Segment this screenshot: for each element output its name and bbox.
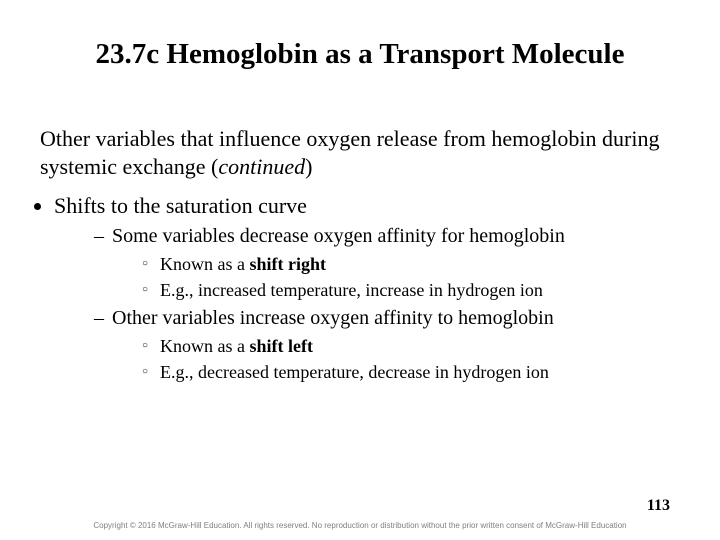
list-item: E.g., increased temperature, increase in… <box>142 279 680 302</box>
list-item: Known as a shift left <box>142 335 680 358</box>
bullet-bold: shift left <box>249 336 312 356</box>
bullet-list: Known as a shift right E.g., increased t… <box>112 253 680 302</box>
list-item: Shifts to the saturation curve Some vari… <box>54 192 680 384</box>
intro-text: Other variables that influence oxygen re… <box>40 126 659 179</box>
slide-body: Other variables that influence oxygen re… <box>40 125 680 388</box>
bullet-list: Known as a shift left E.g., decreased te… <box>112 335 680 384</box>
bullet-bold: shift right <box>249 254 326 274</box>
copyright-notice: Copyright © 2016 McGraw-Hill Education. … <box>0 521 720 530</box>
list-item: Other variables increase oxygen affinity… <box>94 306 680 384</box>
bullet-text: E.g., decreased temperature, decrease in… <box>160 362 549 382</box>
bullet-list: Shifts to the saturation curve Some vari… <box>40 192 680 384</box>
bullet-text: Known as a <box>160 336 249 356</box>
list-item: Known as a shift right <box>142 253 680 276</box>
bullet-text: Some variables decrease oxygen affinity … <box>112 225 565 247</box>
bullet-text: E.g., increased temperature, increase in… <box>160 280 543 300</box>
slide: 23.7c Hemoglobin as a Transport Molecule… <box>0 0 720 540</box>
bullet-text: Other variables increase oxygen affinity… <box>112 307 554 329</box>
list-item: Some variables decrease oxygen affinity … <box>94 224 680 302</box>
bullet-text: Known as a <box>160 254 249 274</box>
page-number: 113 <box>647 497 670 515</box>
slide-title: 23.7c Hemoglobin as a Transport Molecule <box>0 38 720 71</box>
intro-paragraph: Other variables that influence oxygen re… <box>40 125 680 180</box>
bullet-list: Some variables decrease oxygen affinity … <box>54 224 680 384</box>
list-item: E.g., decreased temperature, decrease in… <box>142 361 680 384</box>
bullet-text: Shifts to the saturation curve <box>54 193 307 218</box>
intro-close: ) <box>305 154 312 179</box>
intro-continued: continued <box>218 154 305 179</box>
